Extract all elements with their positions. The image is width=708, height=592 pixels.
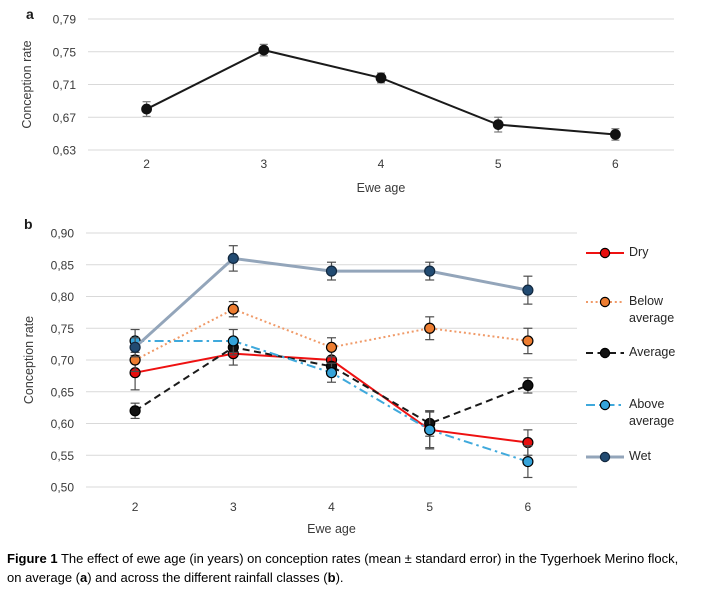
- legend-key-icon: [586, 347, 624, 359]
- data-point-marker: [610, 129, 621, 140]
- data-point-marker: [129, 405, 141, 417]
- legend-marker-sample: [599, 347, 611, 359]
- x-tick-label: 5: [426, 500, 433, 514]
- caption-text-2: ) and across the different rainfall clas…: [87, 570, 328, 585]
- legend-item-wet: Wet: [585, 448, 703, 465]
- x-tick-label: 6: [612, 157, 619, 171]
- legend-label: Average: [629, 345, 676, 359]
- y-tick-label: 0,65: [51, 385, 75, 399]
- data-point-marker: [227, 252, 239, 265]
- legend: Dry Below average Average Above average Wet: [585, 0, 705, 500]
- x-axis-title: Ewe age: [357, 181, 406, 195]
- caption-text-1: The effect of ewe age (in years) on conc…: [7, 551, 679, 585]
- legend-item-dry: Dry: [585, 244, 703, 261]
- x-tick-label: 3: [230, 500, 237, 514]
- legend-label: Wet: [629, 449, 651, 463]
- series-below-average: [129, 300, 534, 373]
- data-point-marker: [325, 341, 338, 353]
- y-tick-label: 0,80: [51, 290, 75, 304]
- data-point-marker: [522, 284, 534, 296]
- legend-key-icon: [586, 399, 624, 411]
- y-tick-label: 0,85: [51, 258, 75, 272]
- series-line: [146, 49, 616, 136]
- y-tick-label: 0,75: [51, 322, 75, 336]
- data-point-marker: [129, 341, 141, 353]
- figure-caption: Figure 1 The effect of ewe age (in years…: [7, 549, 695, 587]
- y-tick-label: 0,63: [53, 144, 77, 158]
- data-point-marker: [227, 303, 239, 315]
- series-wet: [129, 245, 534, 358]
- legend-key-icon: [586, 451, 624, 463]
- y-tick-label: 0,50: [51, 481, 75, 495]
- y-axis-title: Conception rate: [20, 40, 34, 128]
- caption-ref-a: a: [80, 570, 88, 585]
- data-point-marker: [522, 335, 534, 347]
- data-point-marker: [424, 322, 436, 334]
- y-tick-label: 0,75: [53, 45, 77, 59]
- y-tick-label: 0,60: [51, 417, 75, 431]
- gridlines: [88, 18, 674, 151]
- x-tick-label: 3: [260, 157, 267, 171]
- legend-key-icon: [586, 247, 624, 259]
- series-overall-mean: [141, 43, 621, 141]
- panel-b-label: b: [24, 216, 33, 232]
- data-point-marker: [492, 119, 504, 131]
- legend-key-icon: [586, 296, 624, 308]
- panel-a-label: a: [26, 6, 34, 22]
- x-tick-label: 2: [132, 500, 139, 514]
- data-point-marker: [522, 456, 534, 468]
- data-point-marker: [141, 103, 153, 115]
- y-axis-tick-labels: 0,63 0,67 0,71 0,75 0,79: [53, 13, 77, 158]
- series-line: [134, 308, 529, 361]
- legend-label: Dry: [629, 245, 649, 259]
- legend-item-above-average: Above average: [585, 396, 703, 430]
- y-tick-label: 0,71: [53, 78, 77, 92]
- data-point-marker: [522, 379, 534, 391]
- chart-a: 0,63 0,67 0,71 0,75 0,79 2 3 4 5 6 Ewe age Concepti…: [20, 13, 674, 195]
- x-tick-label: 4: [328, 500, 335, 514]
- legend-label: Below average: [629, 294, 675, 325]
- x-axis-tick-labels: 2 3 4 5 6: [143, 157, 619, 171]
- data-point-marker: [258, 44, 270, 56]
- chart-b: 0,50 0,55 0,60 0,65 0,70 0,75 0,80 0,85 0,90 2 3 4 5…: [22, 227, 577, 536]
- legend-marker-sample: [599, 451, 611, 463]
- legend-label: Above average: [629, 397, 675, 428]
- y-tick-label: 0,90: [51, 227, 75, 241]
- legend-marker-sample: [599, 247, 611, 259]
- y-tick-label: 0,70: [51, 354, 75, 368]
- x-axis-title: Ewe age: [307, 522, 356, 536]
- y-tick-label: 0,67: [53, 111, 77, 125]
- y-axis-title: Conception rate: [22, 316, 36, 404]
- y-tick-label: 0,55: [51, 449, 75, 463]
- x-tick-label: 2: [143, 157, 150, 171]
- data-point-marker: [424, 424, 436, 436]
- legend-item-average: Average: [585, 344, 703, 361]
- x-tick-label: 4: [378, 157, 385, 171]
- caption-text-3: ).: [335, 570, 344, 585]
- x-tick-label: 5: [495, 157, 502, 171]
- legend-item-below-average: Below average: [585, 293, 703, 327]
- caption-figure-number: Figure 1: [7, 551, 58, 566]
- y-tick-label: 0,79: [53, 13, 77, 27]
- data-point-marker: [325, 367, 338, 379]
- legend-marker-sample: [599, 399, 611, 411]
- data-point-marker: [325, 265, 338, 277]
- x-axis-tick-labels: 2 3 4 5 6: [132, 500, 532, 514]
- x-tick-label: 6: [525, 500, 532, 514]
- data-point-marker: [424, 265, 436, 277]
- data-point-marker: [375, 72, 387, 84]
- caption-ref-b: b: [327, 570, 336, 585]
- y-axis-tick-labels: 0,50 0,55 0,60 0,65 0,70 0,75 0,80 0,85 0,90: [51, 227, 75, 495]
- legend-marker-sample: [599, 296, 611, 308]
- data-point-marker: [227, 335, 239, 347]
